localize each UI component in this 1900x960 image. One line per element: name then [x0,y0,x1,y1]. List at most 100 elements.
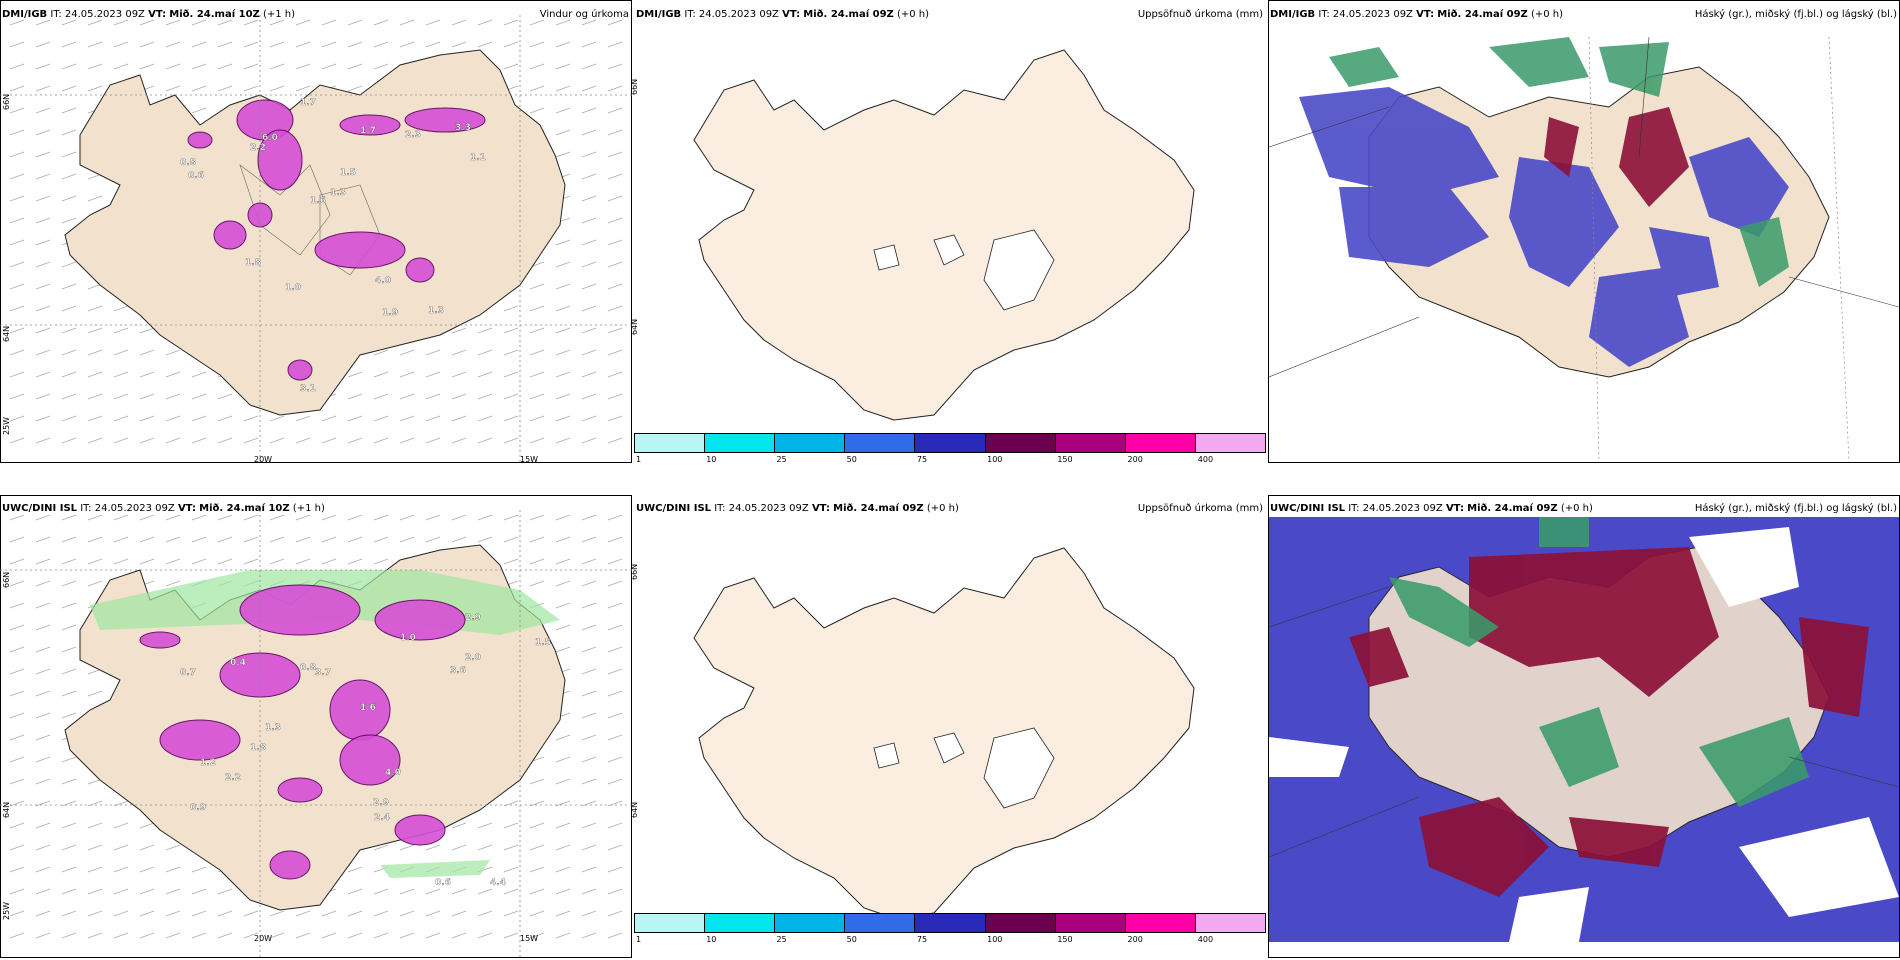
panel-accum-precip-dmi: DMI/IGB IT: 24.05.2023 09Z VT: Mið. 24.m… [630,0,1266,465]
wind-barb [581,866,597,873]
wind-barb [477,844,493,851]
wind-barb [425,844,441,851]
wind-barb [503,415,519,422]
wind-barb [555,393,571,400]
wind-barb [321,41,337,48]
wind-barb [555,580,571,587]
wind-barb [529,932,545,939]
colorbar-swatch [1055,434,1126,452]
wind-barb [113,437,129,444]
lat-label-66n: 66N [630,563,639,580]
wind-barb [503,888,519,895]
wind-barb [165,536,181,543]
wind-barb [529,85,545,92]
wind-barb [165,415,181,422]
wind-barb [87,85,103,92]
wind-barb [35,195,51,202]
colorbar-tick-label: 1 [636,455,642,464]
wind-barb [35,173,51,180]
wind-barb [425,437,441,444]
wind-barb [61,602,77,609]
wind-barb [113,558,129,565]
wind-barb [425,888,441,895]
colorbar-tick-label: 200 [1127,455,1143,464]
wind-barb [425,41,441,48]
wind-barb [139,844,155,851]
wind-barb [529,19,545,26]
wind-barb [503,437,519,444]
wind-barb [373,393,389,400]
wind-barb [87,349,103,356]
wind-barb [191,107,207,114]
wind-barb [321,932,337,939]
colorbar-tick-label: 100 [987,455,1003,464]
wind-barb [581,558,597,565]
wind-barb [503,910,519,917]
wind-barb [61,800,77,807]
wind-barb [529,415,545,422]
wind-barb [399,371,415,378]
wind-barb [9,371,25,378]
wind-barb [581,514,597,521]
wind-barb [9,173,25,180]
wind-barb [35,107,51,114]
wind-barb [607,712,623,719]
wind-barb [529,437,545,444]
wind-barb [35,712,51,719]
wind-barb [425,349,441,356]
wind-barb [191,910,207,917]
wind-barb [217,393,233,400]
wind-barb [503,349,519,356]
wind-barb [555,239,571,246]
wind-barb [555,624,571,631]
panel-clouds-dmi: DMI/IGB IT: 24.05.2023 09Z VT: Mið. 24.m… [1268,0,1900,465]
wind-barb [9,217,25,224]
colorbar-swatch [635,914,706,932]
wind-barb [87,305,103,312]
wind-barb [61,712,77,719]
colorbar-tick-label: 25 [776,455,787,464]
wind-barb [165,910,181,917]
wind-barb [61,668,77,675]
wind-barb [503,41,519,48]
wind-barb [581,327,597,334]
wind-barb [451,536,467,543]
wind-barb [9,690,25,697]
wind-barb [529,800,545,807]
panel-title: Vindur og úrkoma [539,9,629,20]
wind-barb [347,415,363,422]
wind-barb [35,41,51,48]
wind-barb [555,283,571,290]
wind-barb [607,734,623,741]
wind-barb [35,393,51,400]
wind-barb [217,437,233,444]
precip-area [314,231,406,269]
wind-barb [113,888,129,895]
wind-barb [35,668,51,675]
wind-barb [529,822,545,829]
wind-barb [399,910,415,917]
wind-barb [373,63,389,70]
wind-barb [581,305,597,312]
wind-barb [529,778,545,785]
colorbar-tick-label: 1 [636,935,642,944]
wind-barb [9,151,25,158]
wind-barb [529,866,545,873]
wind-barb [139,558,155,565]
wind-barb [139,866,155,873]
wind-barb [9,734,25,741]
wind-barb [9,261,25,268]
wind-barb [61,888,77,895]
wind-barb [581,217,597,224]
precip-value-label: 1.1 [470,153,486,163]
panel-header: DMI/IGB IT: 24.05.2023 09Z VT: Mið. 24.m… [2,9,296,20]
wind-barb [165,19,181,26]
wind-barb [477,437,493,444]
wind-barb [529,41,545,48]
wind-barb [581,63,597,70]
wind-barb [607,910,623,917]
wind-barb [269,558,285,565]
wind-barb [451,327,467,334]
wind-barb [9,19,25,26]
panel-header: DMI/IGB IT: 24.05.2023 09Z VT: Mið. 24.m… [1270,9,1564,20]
